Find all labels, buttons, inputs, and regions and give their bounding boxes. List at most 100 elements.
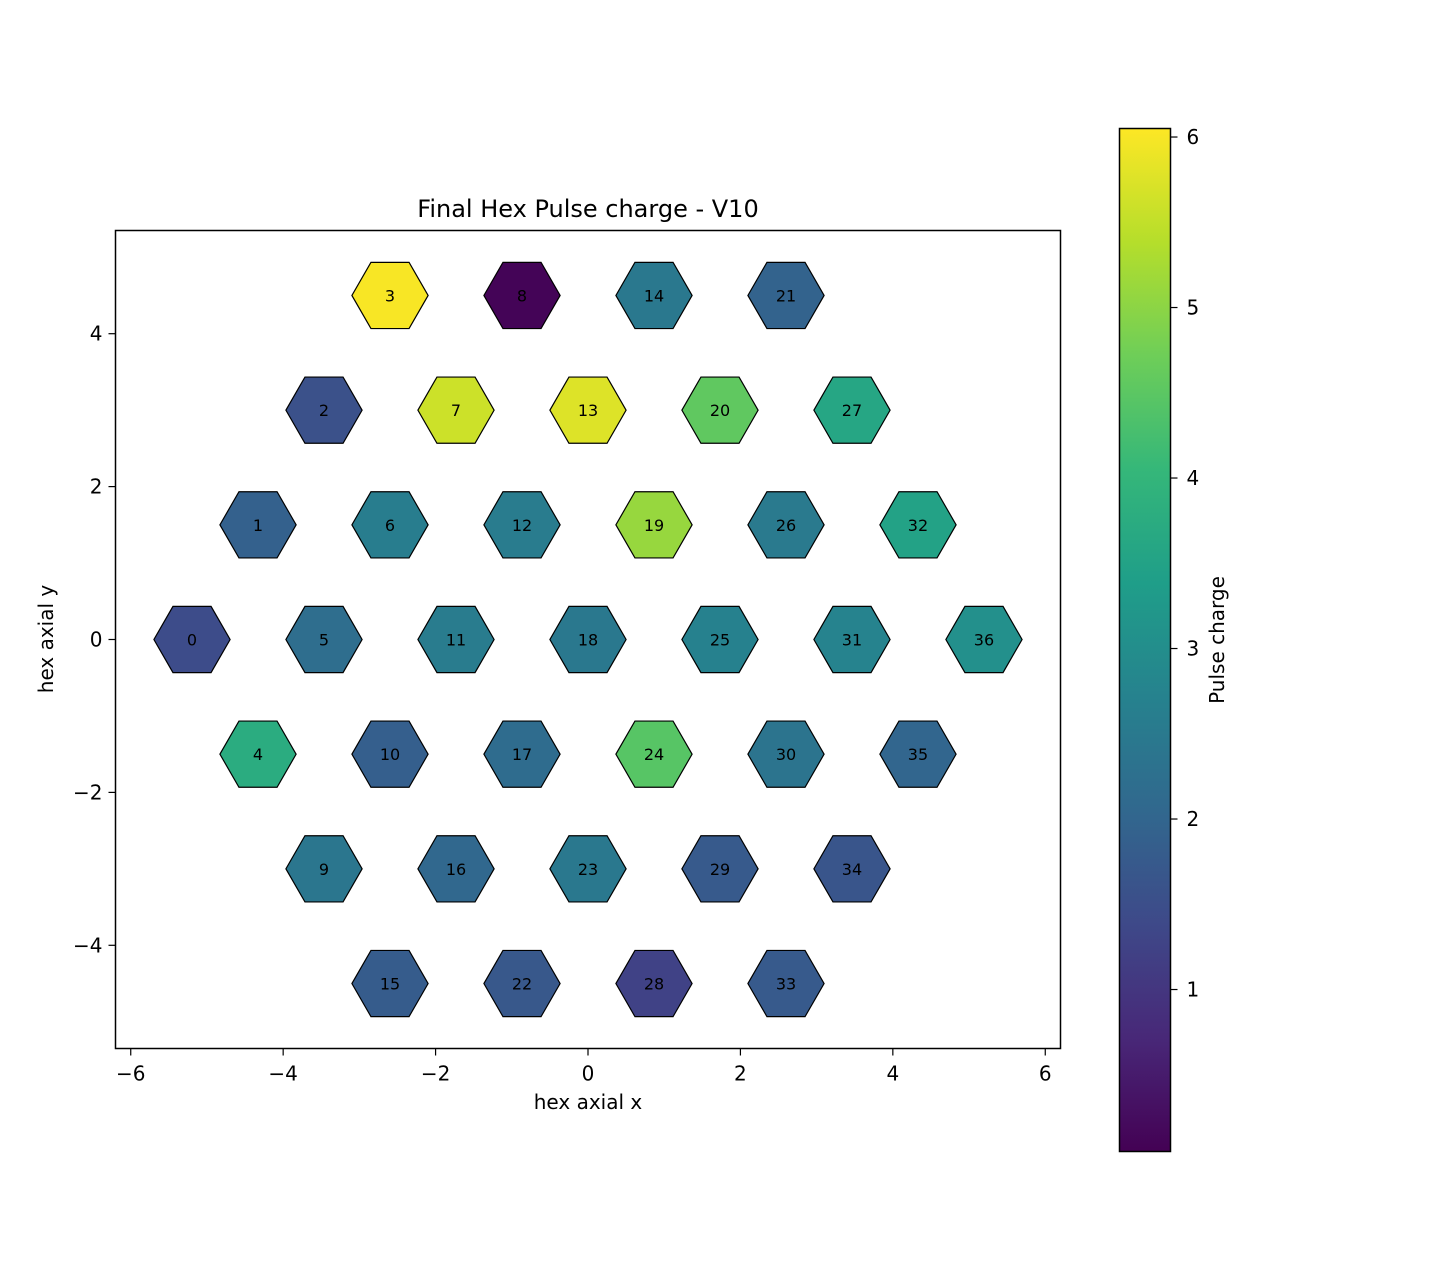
x-tick-label: −2 [421, 1062, 450, 1086]
hex-cell-32 [879, 491, 957, 559]
colorbar-tick-label: 2 [1187, 807, 1200, 831]
hex-cell-label-26: 26 [776, 516, 796, 535]
hex-cell-label-5: 5 [319, 631, 329, 650]
hex-cell-22 [483, 949, 561, 1018]
hex-cell-label-12: 12 [512, 516, 532, 535]
colorbar-label: Pulse charge [1205, 576, 1229, 704]
hex-cell-18 [549, 605, 627, 674]
hex-cell-label-18: 18 [578, 631, 598, 650]
hex-cell-label-16: 16 [446, 860, 466, 879]
hex-cell-36 [945, 605, 1023, 674]
hex-cell-3 [351, 261, 429, 330]
hex-cell-label-34: 34 [842, 860, 862, 879]
y-axis-label: hex axial y [34, 585, 58, 694]
x-tick-label: 2 [734, 1062, 747, 1086]
hex-cell-label-32: 32 [908, 516, 928, 535]
hex-cell-label-35: 35 [908, 745, 928, 764]
colorbar-tick-label: 3 [1187, 637, 1200, 661]
hex-cell-31 [813, 605, 891, 674]
hex-cell-label-28: 28 [644, 975, 664, 994]
hex-cell-label-14: 14 [644, 286, 664, 305]
hex-cell-4 [219, 720, 297, 788]
hex-cell-2 [285, 376, 363, 444]
hex-cell-label-33: 33 [776, 975, 796, 994]
hex-cell-label-29: 29 [710, 860, 730, 879]
hex-cell-label-9: 9 [319, 860, 329, 879]
y-tick-label: −2 [73, 780, 102, 804]
x-tick-label: −4 [268, 1062, 297, 1086]
hex-cell-26 [747, 491, 825, 559]
x-tick-label: 6 [1039, 1062, 1052, 1086]
hex-cell-19 [615, 491, 693, 559]
hex-cell-label-30: 30 [776, 745, 796, 764]
hex-cell-17 [483, 720, 561, 788]
x-tick-label: −6 [116, 1062, 145, 1086]
chart-title: Final Hex Pulse charge - V10 [417, 195, 758, 223]
hex-cell-label-10: 10 [380, 745, 400, 764]
hex-cell-label-11: 11 [446, 631, 466, 650]
hex-cell-label-4: 4 [253, 745, 263, 764]
hex-cell-label-15: 15 [380, 975, 400, 994]
hex-cell-27 [813, 376, 891, 444]
x-axis-label: hex axial x [534, 1090, 643, 1114]
colorbar [1118, 127, 1172, 1153]
hex-cell-label-7: 7 [451, 401, 461, 420]
hex-cell-label-20: 20 [710, 401, 730, 420]
hex-cell-10 [351, 720, 429, 788]
x-tick-label: 0 [582, 1062, 595, 1086]
hex-cell-label-13: 13 [578, 401, 598, 420]
hex-cell-label-1: 1 [253, 516, 263, 535]
hex-cell-label-24: 24 [644, 745, 664, 764]
y-axis-ticks: −4 −2 0 2 4 [73, 322, 116, 957]
hex-cell-9 [285, 835, 363, 903]
hex-cell-label-27: 27 [842, 401, 862, 420]
hex-cell-13 [549, 376, 627, 444]
colorbar-tick-label: 6 [1187, 125, 1200, 149]
hex-cell-23 [549, 835, 627, 903]
colorbar-tick-label: 5 [1187, 296, 1200, 320]
hex-cell-1 [219, 491, 297, 559]
hex-cell-label-25: 25 [710, 631, 730, 650]
hex-cell-11 [417, 605, 495, 674]
x-tick-label: 4 [886, 1062, 899, 1086]
colorbar-tick-label: 4 [1187, 466, 1200, 490]
y-tick-label: 4 [90, 322, 103, 346]
hex-cell-20 [681, 376, 759, 444]
x-axis-ticks: −6 −4 −2 0 2 4 6 [116, 1048, 1052, 1086]
hex-cell-30 [747, 720, 825, 788]
hex-cell-24 [615, 720, 693, 788]
hex-cell-25 [681, 605, 759, 674]
hex-cell-label-6: 6 [385, 516, 395, 535]
hex-cell-15 [351, 949, 429, 1018]
hex-cell-35 [879, 720, 957, 788]
hex-cell-label-31: 31 [842, 631, 862, 650]
y-tick-label: 2 [90, 475, 103, 499]
hex-cell-label-2: 2 [319, 401, 329, 420]
hex-cell-label-3: 3 [385, 286, 395, 305]
hex-cell-label-23: 23 [578, 860, 598, 879]
hex-cell-label-36: 36 [974, 631, 994, 650]
hex-cell-0 [153, 605, 231, 674]
y-tick-label: 0 [90, 628, 103, 652]
hex-cell-29 [681, 835, 759, 903]
hex-cell-label-0: 0 [187, 631, 197, 650]
colorbar-tick-label: 1 [1187, 978, 1200, 1002]
y-tick-label: −4 [73, 933, 102, 957]
hex-cell-label-22: 22 [512, 975, 532, 994]
hex-cell-21 [747, 261, 825, 330]
hex-cell-label-8: 8 [517, 286, 527, 305]
hex-cell-14 [615, 261, 693, 330]
hex-cell-7 [417, 376, 495, 444]
hex-cell-5 [285, 605, 363, 674]
hex-cell-label-17: 17 [512, 745, 532, 764]
hex-cell-8 [483, 261, 561, 330]
hex-cell-34 [813, 835, 891, 903]
hex-cell-label-21: 21 [776, 286, 796, 305]
hex-cell-33 [747, 949, 825, 1018]
hex-cell-16 [417, 835, 495, 903]
colorbar-ticks: 1 2 3 4 5 6 [1170, 125, 1200, 1002]
hex-layer: 0123456789101112131415161718192021222324… [153, 261, 1023, 1018]
hex-cell-label-19: 19 [644, 516, 664, 535]
hex-cell-6 [351, 491, 429, 559]
